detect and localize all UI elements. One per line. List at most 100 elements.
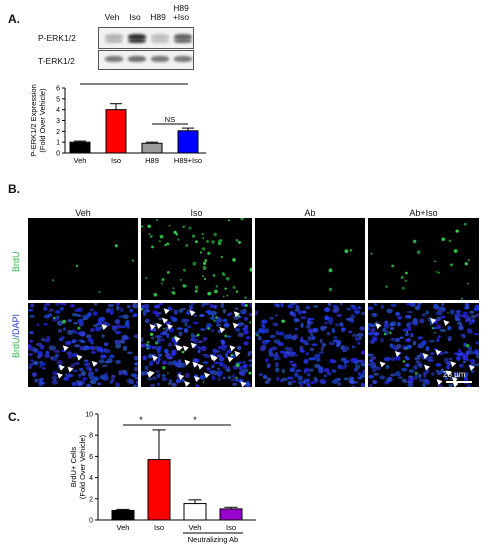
nucleus: [94, 368, 99, 372]
nucleus: [134, 376, 138, 380]
brdu-spot: [383, 332, 387, 336]
nucleus: [467, 345, 472, 351]
nucleus: [28, 344, 32, 348]
arrowhead: [227, 356, 234, 363]
nucleus: [311, 336, 316, 340]
nucleus: [128, 379, 135, 385]
blot-lane-label-line: +Iso: [172, 12, 190, 22]
nucleus: [275, 376, 280, 382]
brdu-spot: [404, 346, 408, 350]
nucleus: [357, 372, 362, 376]
nucleus: [416, 305, 421, 310]
nucleus: [277, 341, 284, 347]
blot-band: [128, 56, 146, 62]
nucleus: [176, 362, 183, 368]
brdu-spot: [150, 332, 154, 336]
brdu-spot: [400, 275, 404, 279]
y-tick-label: 5: [56, 96, 60, 103]
blot-lane-label-line: Iso: [129, 12, 141, 22]
nucleus: [387, 376, 392, 380]
arrowhead: [163, 308, 170, 315]
nucleus: [54, 353, 59, 358]
nucleus: [439, 328, 447, 333]
y-tick-label: 6: [56, 86, 60, 93]
brdu-spot: [244, 303, 248, 308]
blot-strip-perk: [98, 27, 194, 49]
nucleus: [257, 336, 262, 341]
nucleus: [220, 345, 227, 351]
nucleus: [70, 363, 75, 368]
arrowhead: [67, 366, 74, 373]
nucleus: [408, 376, 415, 382]
nucleus: [33, 348, 39, 353]
nucleus: [249, 312, 252, 317]
nucleus: [261, 319, 268, 324]
nucleus: [389, 356, 396, 362]
blot-band: [174, 56, 192, 62]
y-axis-label: P-ERK1/2 Expression: [29, 84, 38, 157]
nucleus: [155, 370, 161, 373]
nucleus: [143, 303, 150, 309]
nucleus: [283, 334, 290, 340]
y-tick-label: 10: [85, 412, 93, 419]
nucleus: [105, 310, 110, 313]
nucleus: [373, 331, 380, 336]
nucleus: [421, 313, 426, 317]
nucleus: [39, 381, 45, 385]
micrograph-texture: [370, 222, 470, 300]
brdu-spot: [146, 347, 149, 350]
nucleus: [304, 378, 311, 383]
nucleus: [404, 355, 409, 360]
nucleus: [418, 378, 424, 383]
nucleus: [216, 323, 221, 327]
arrowhead: [232, 322, 239, 329]
brdu-spot: [222, 295, 225, 298]
nucleus: [76, 380, 80, 384]
nucleus: [280, 303, 284, 308]
nucleus: [190, 333, 195, 338]
nucleus: [289, 360, 294, 364]
nucleus: [274, 352, 279, 355]
brdu-spot: [227, 219, 231, 222]
nucleus: [327, 303, 332, 307]
significance-label: NS: [165, 115, 175, 124]
nucleus: [353, 309, 361, 315]
brdu-spot: [207, 327, 211, 330]
micrograph-texture: [328, 248, 353, 292]
nucleus: [93, 324, 98, 328]
brdu-spot: [328, 268, 333, 273]
nucleus: [53, 378, 57, 383]
nucleus: [371, 312, 378, 316]
nucleus: [230, 378, 236, 382]
nucleus: [38, 377, 44, 382]
nucleus: [67, 319, 72, 323]
nucleus: [343, 360, 348, 365]
arrowhead: [436, 379, 443, 386]
nucleus: [335, 323, 339, 327]
nucleus: [211, 364, 215, 369]
nucleus: [29, 315, 35, 318]
nucleus: [147, 377, 152, 381]
nucleus: [427, 358, 434, 362]
nucleus: [234, 327, 239, 332]
nucleus: [147, 353, 155, 359]
nucleus: [473, 349, 479, 354]
nucleus: [243, 341, 249, 346]
brdu-spot: [235, 290, 239, 293]
nucleus: [103, 348, 107, 353]
brdu-spot: [52, 279, 55, 282]
brdu-spot: [465, 343, 470, 348]
nucleus: [379, 375, 386, 380]
nucleus: [37, 350, 43, 356]
brdu-spot: [149, 235, 153, 238]
brdu-spot: [188, 226, 192, 230]
nucleus: [129, 308, 133, 313]
nucleus: [210, 328, 215, 333]
nucleus: [417, 336, 423, 340]
brdu-spot: [131, 259, 134, 262]
nucleus: [418, 373, 422, 379]
nucleus: [55, 303, 61, 306]
nucleus: [56, 320, 64, 326]
nucleus: [76, 307, 84, 313]
nucleus: [156, 382, 161, 386]
